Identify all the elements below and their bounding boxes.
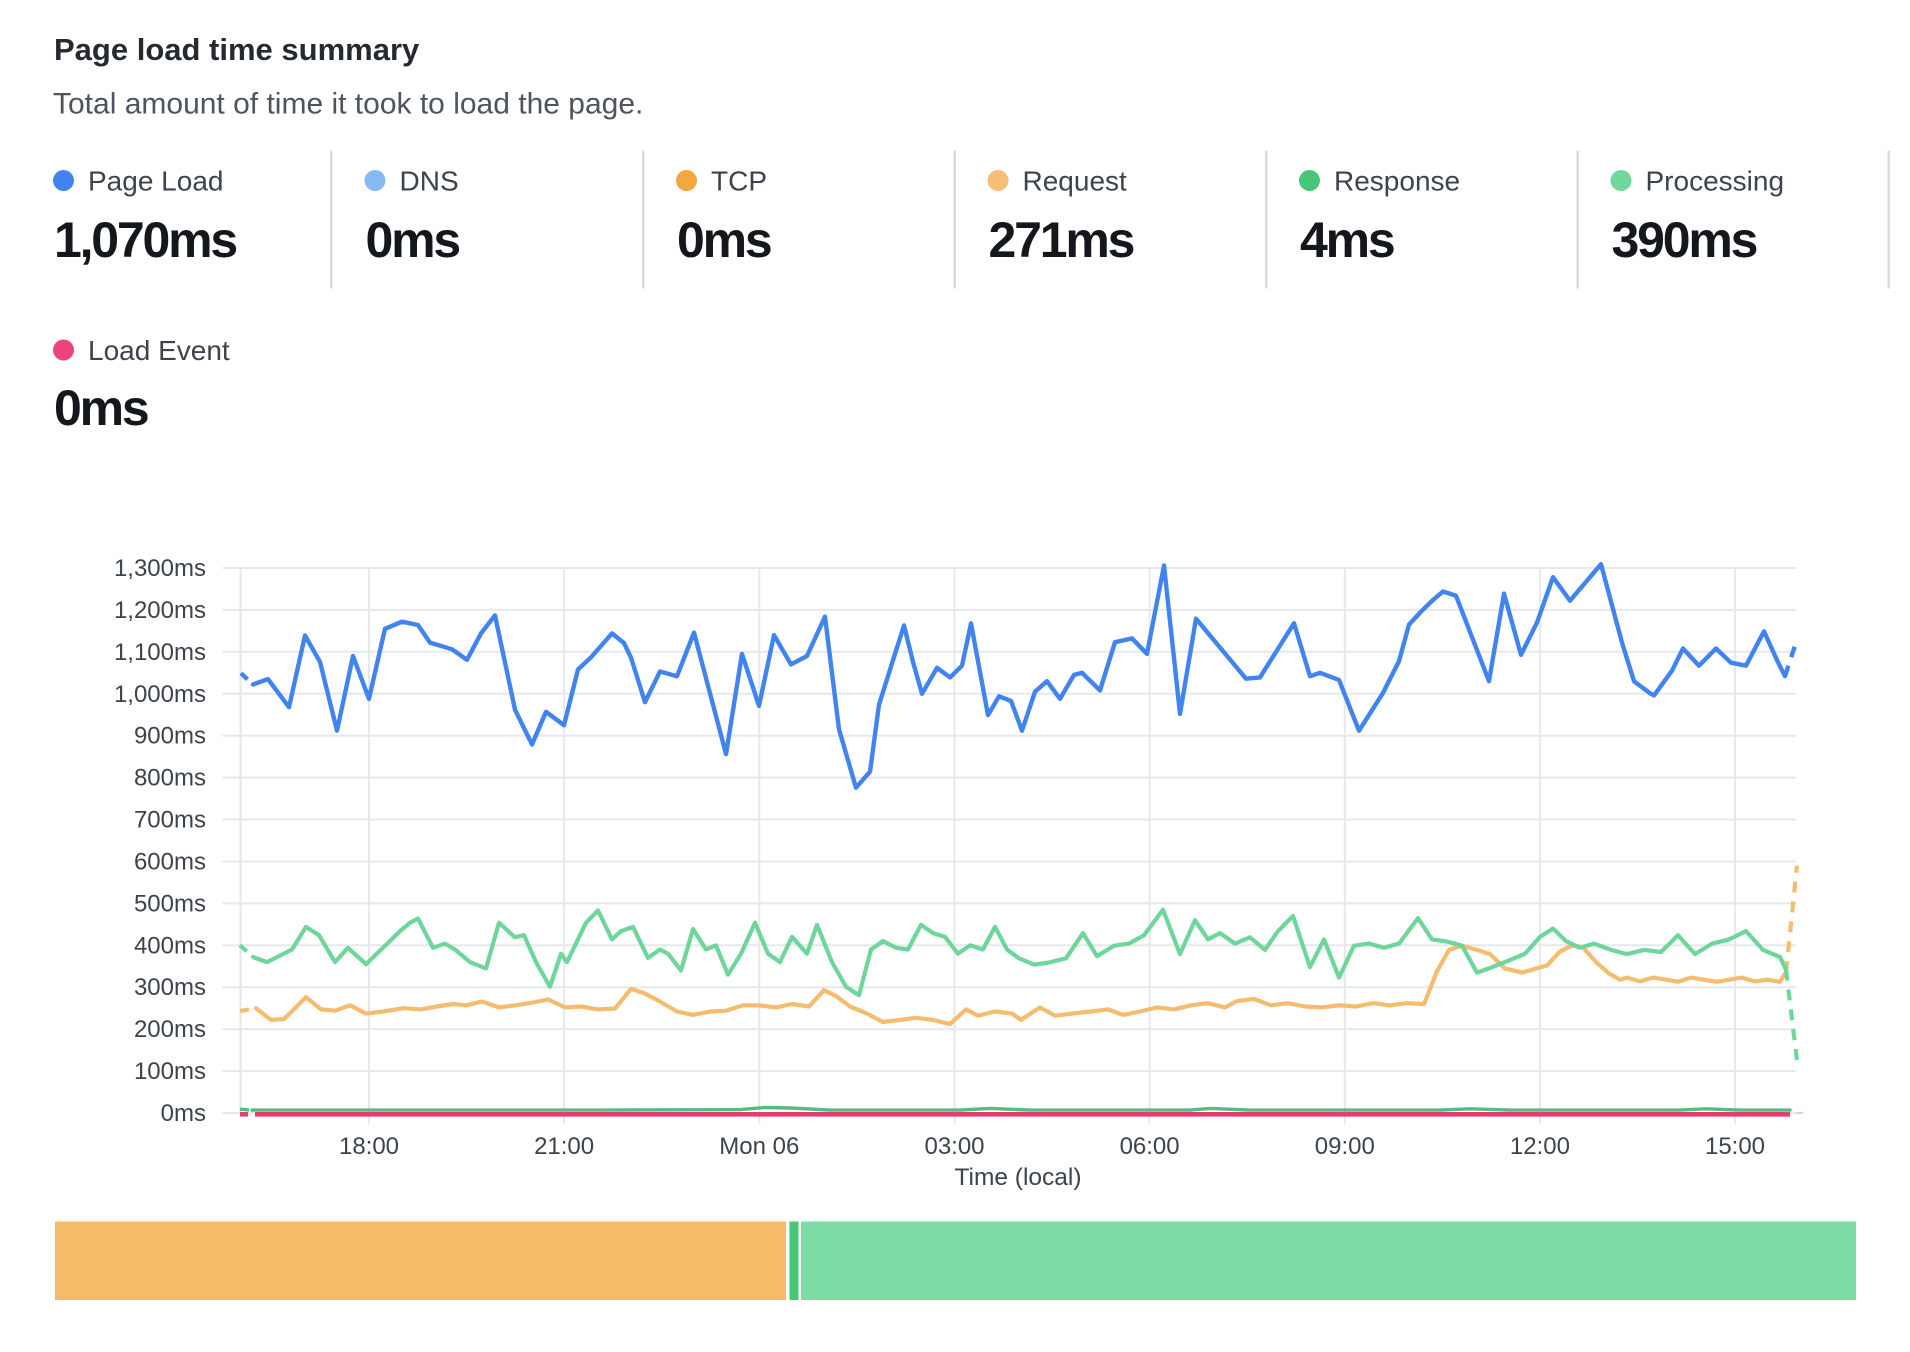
- svg-text:Load Event: Load Event: [88, 335, 230, 366]
- svg-text:TCP: TCP: [711, 166, 767, 197]
- svg-text:1,100ms: 1,100ms: [114, 639, 206, 666]
- svg-text:200ms: 200ms: [134, 1016, 206, 1043]
- svg-text:800ms: 800ms: [134, 765, 206, 792]
- svg-text:271ms: 271ms: [989, 212, 1134, 268]
- svg-text:Time (local): Time (local): [954, 1164, 1081, 1191]
- svg-text:900ms: 900ms: [134, 723, 206, 750]
- svg-text:600ms: 600ms: [134, 849, 206, 876]
- svg-text:390ms: 390ms: [1612, 212, 1757, 268]
- svg-text:Request: Request: [1023, 166, 1128, 197]
- svg-text:06:00: 06:00: [1120, 1133, 1180, 1160]
- svg-text:21:00: 21:00: [534, 1133, 594, 1160]
- svg-text:15:00: 15:00: [1705, 1133, 1765, 1160]
- svg-text:09:00: 09:00: [1315, 1133, 1375, 1160]
- svg-text:Page Load: Page Load: [88, 166, 223, 197]
- svg-text:Page load time summary: Page load time summary: [54, 32, 420, 67]
- svg-text:1,070ms: 1,070ms: [54, 212, 236, 268]
- svg-text:0ms: 0ms: [161, 1100, 206, 1127]
- svg-text:300ms: 300ms: [134, 974, 206, 1001]
- svg-text:100ms: 100ms: [134, 1058, 206, 1085]
- svg-text:0ms: 0ms: [54, 380, 148, 436]
- svg-text:1,200ms: 1,200ms: [114, 597, 206, 624]
- svg-text:500ms: 500ms: [134, 890, 206, 917]
- svg-text:DNS: DNS: [400, 166, 459, 197]
- svg-text:03:00: 03:00: [924, 1133, 984, 1160]
- svg-text:0ms: 0ms: [677, 212, 771, 268]
- svg-text:12:00: 12:00: [1510, 1133, 1570, 1160]
- svg-text:18:00: 18:00: [339, 1133, 399, 1160]
- svg-text:1,300ms: 1,300ms: [114, 555, 206, 582]
- svg-text:Mon 06: Mon 06: [719, 1133, 799, 1160]
- svg-text:4ms: 4ms: [1300, 212, 1394, 268]
- svg-text:0ms: 0ms: [366, 212, 460, 268]
- svg-text:700ms: 700ms: [134, 807, 206, 834]
- svg-text:Processing: Processing: [1646, 166, 1785, 197]
- svg-text:400ms: 400ms: [134, 932, 206, 959]
- svg-text:1,000ms: 1,000ms: [114, 681, 206, 708]
- svg-text:Total amount of time it took t: Total amount of time it took to load the…: [53, 88, 643, 121]
- svg-text:Response: Response: [1334, 166, 1460, 197]
